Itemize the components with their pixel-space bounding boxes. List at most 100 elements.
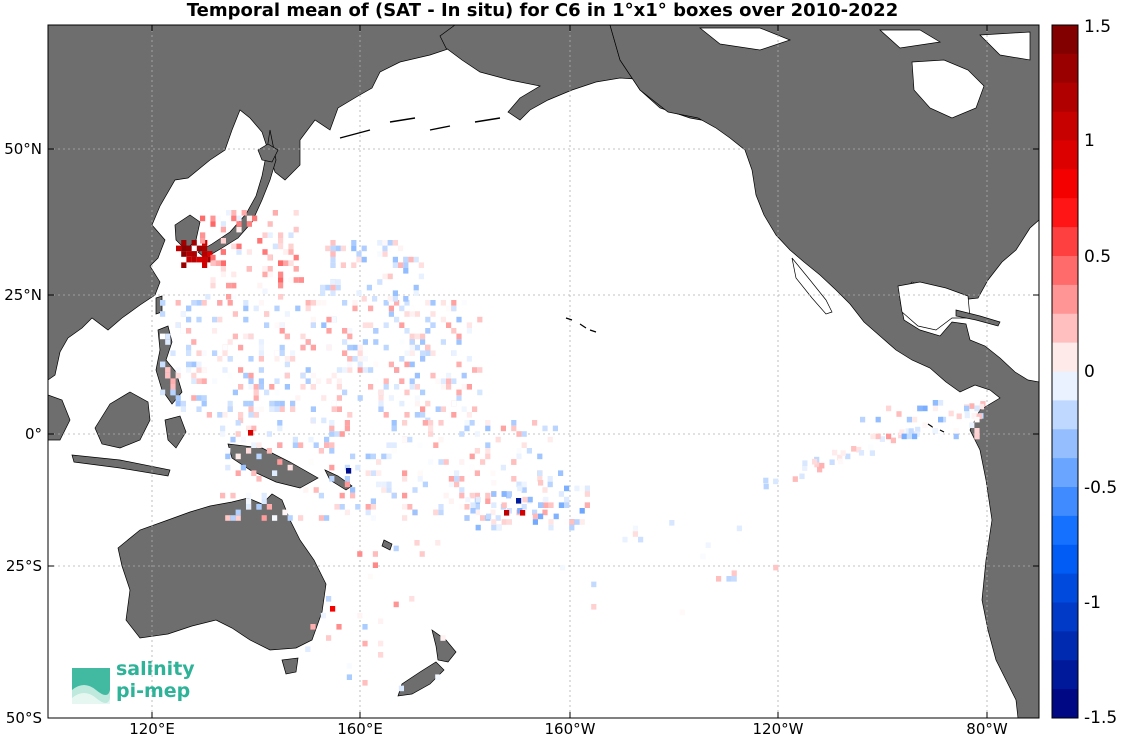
heatmap-cell (251, 470, 257, 476)
heatmap-cell (485, 498, 491, 504)
heatmap-cell (340, 262, 346, 268)
heatmap-cell (356, 251, 362, 257)
heatmap-cell (230, 492, 236, 499)
heatmap-cell (248, 406, 254, 412)
heatmap-cell (258, 406, 264, 412)
heatmap-cell (516, 431, 522, 437)
heatmap-cell (409, 339, 415, 345)
heatmap-cell (451, 328, 457, 334)
heatmap-cell (357, 367, 363, 373)
heatmap-cell (558, 491, 564, 497)
heatmap-cell (347, 367, 353, 373)
heatmap-cell (425, 328, 431, 334)
heatmap-cell (334, 431, 340, 437)
heatmap-cell (425, 316, 431, 323)
heatmap-cell (365, 453, 371, 460)
heatmap-cell (543, 502, 549, 508)
heatmap-cell (186, 245, 192, 252)
heatmap-cell (398, 262, 404, 268)
heatmap-cell (490, 470, 496, 476)
heatmap-cell (191, 256, 197, 263)
heatmap-cell (330, 279, 336, 285)
tasmania-island (281, 657, 299, 675)
heatmap-cell (201, 378, 207, 384)
heatmap-cell (180, 400, 186, 407)
heatmap-cell (408, 256, 414, 263)
heatmap-cell (402, 515, 408, 521)
heatmap-cell (773, 564, 779, 571)
heatmap-cell (287, 515, 293, 521)
heatmap-cell (420, 339, 426, 345)
heatmap-cell (409, 378, 415, 384)
heatmap-cell (387, 296, 393, 302)
heatmap-cell (438, 509, 444, 516)
heatmap-cell (521, 431, 527, 437)
heatmap-cell (579, 485, 585, 492)
colorbar-step (1052, 429, 1078, 459)
heatmap-cell (856, 446, 862, 453)
heatmap-cell (261, 498, 267, 504)
heatmap-cell (342, 300, 348, 306)
heatmap-cell (574, 519, 580, 525)
heatmap-cell (418, 262, 424, 268)
heatmap-cell (186, 328, 192, 334)
hawaii-islands (565, 317, 597, 333)
heatmap-cell (417, 470, 423, 476)
heatmap-cell (419, 551, 425, 557)
heatmap-cell (362, 680, 368, 686)
heatmap-cell (220, 249, 226, 255)
heatmap-cell (253, 412, 259, 418)
heatmap-cell (391, 425, 397, 432)
heatmap-cell (330, 262, 336, 268)
heatmap-cell (181, 251, 187, 257)
heatmap-cell (186, 251, 192, 257)
heatmap-cell (381, 487, 387, 493)
heatmap-cell (475, 496, 481, 503)
heatmap-cell (227, 406, 233, 412)
heatmap-cell (196, 367, 202, 373)
heatmap-cell (373, 378, 379, 384)
heatmap-cell (201, 350, 207, 356)
heatmap-cell (501, 519, 507, 525)
heatmap-cell (220, 431, 226, 437)
heatmap-cell (409, 361, 415, 368)
heatmap-cell (470, 508, 476, 514)
heatmap-cell (459, 476, 465, 482)
heatmap-cell (355, 504, 361, 510)
heatmap-cell (210, 277, 216, 283)
heatmap-cell (420, 389, 426, 396)
colorbar-step (1052, 82, 1078, 113)
heatmap-cell (191, 378, 197, 384)
heatmap-cell (175, 372, 181, 379)
heatmap-cell (368, 384, 374, 390)
heatmap-cell (387, 240, 393, 246)
heatmap-cell (300, 384, 306, 390)
heatmap-cell (459, 459, 465, 465)
heatmap-cell (205, 294, 211, 300)
australia-landmass (117, 493, 327, 651)
heatmap-cell (860, 416, 866, 423)
heatmap-cell (440, 635, 446, 641)
heatmap-cell (274, 400, 280, 407)
colorbar-step (1052, 25, 1078, 55)
heatmap-cell (474, 509, 480, 516)
heatmap-cell (886, 405, 892, 412)
heatmap-cell (165, 412, 171, 418)
heatmap-cell (430, 300, 436, 306)
heatmap-cell (526, 448, 532, 454)
heatmap-cell (325, 284, 331, 291)
heatmap-cell (202, 245, 208, 252)
heatmap-cell (240, 464, 246, 471)
heatmap-cell (383, 412, 389, 418)
heatmap-cell (377, 240, 383, 246)
heatmap-cell (308, 459, 314, 465)
heatmap-cell (257, 282, 263, 289)
heatmap-cell (293, 226, 299, 233)
heatmap-cell (336, 406, 342, 412)
heatmap-cell (220, 226, 226, 233)
heatmap-cell (181, 245, 187, 252)
heatmap-cell (326, 328, 332, 334)
heatmap-cell (430, 350, 436, 356)
heatmap-cell (256, 453, 262, 460)
heatmap-cell (222, 367, 228, 373)
